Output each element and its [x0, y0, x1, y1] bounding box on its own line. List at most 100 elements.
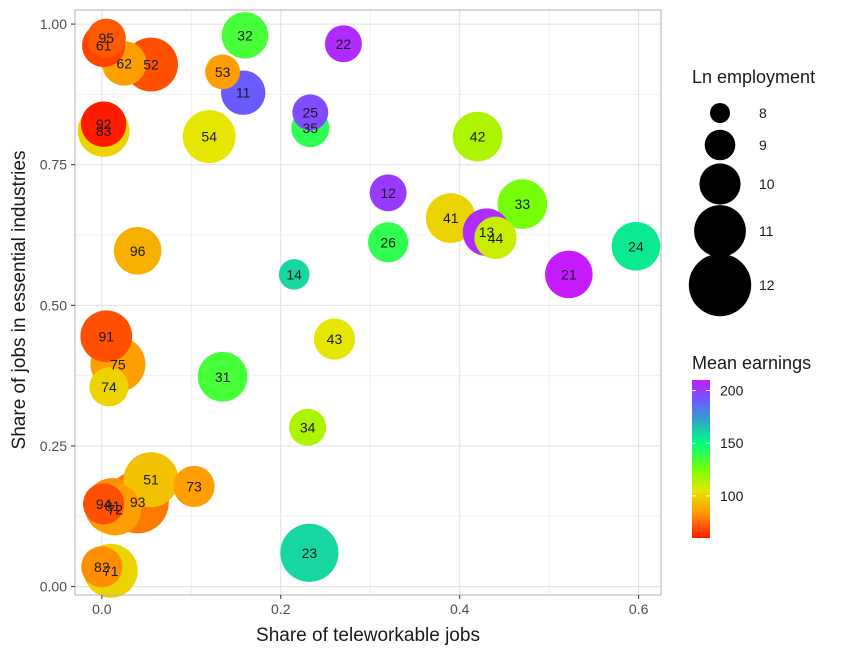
data-point-label: 44	[488, 230, 504, 246]
x-tick-label: 0.6	[629, 601, 649, 617]
data-point-label: 25	[303, 104, 319, 120]
data-point	[324, 25, 362, 63]
data-point	[497, 179, 548, 229]
data-point-label: 23	[302, 545, 318, 561]
plot-panel	[75, 10, 661, 595]
data-point-label: 14	[286, 266, 302, 282]
color-legend: Mean earnings 100 150 200	[692, 353, 811, 538]
size-legend-items: 8 9 10 11 12	[688, 103, 775, 317]
data-point-label: 72	[107, 502, 123, 518]
data-point	[205, 54, 241, 90]
data-point	[452, 111, 503, 162]
data-point-label: 13	[479, 224, 495, 240]
data-point-label: 71	[103, 563, 119, 579]
data-point-label: 22	[336, 36, 352, 52]
data-point	[278, 259, 310, 290]
y-tick-label: 1.00	[40, 16, 67, 32]
size-legend-key	[688, 253, 752, 317]
size-legend: Ln employment 8 9 10 11 12	[688, 67, 815, 317]
data-point-label: 24	[628, 238, 644, 254]
color-legend-bar	[692, 380, 710, 538]
x-tick-label: 0.0	[92, 601, 112, 617]
color-legend-title: Mean earnings	[692, 353, 811, 373]
data-point-label: 96	[130, 243, 146, 259]
color-legend-label: 100	[720, 488, 744, 504]
data-point	[182, 110, 236, 163]
data-point-label: 92	[96, 116, 112, 132]
data-point-label: 54	[201, 129, 217, 145]
data-point	[611, 221, 661, 271]
data-point	[292, 94, 329, 131]
data-point-label: 75	[110, 356, 126, 372]
data-point	[369, 174, 407, 212]
data-point	[113, 226, 162, 275]
data-point	[86, 18, 126, 58]
size-legend-key	[694, 205, 746, 257]
y-tick-label: 0.00	[40, 579, 67, 595]
data-point-label: 33	[515, 196, 531, 212]
data-point-label: 93	[130, 494, 146, 510]
x-axis-title: Share of teleworkable jobs	[256, 625, 480, 646]
data-point-label: 62	[116, 55, 132, 71]
data-point-label: 94	[96, 496, 112, 512]
y-axis-title: Share of jobs in essential industries	[9, 151, 30, 450]
data-point-label: 91	[99, 328, 115, 344]
data-point-label: 35	[303, 120, 319, 136]
y-tick-label: 0.75	[40, 157, 67, 173]
data-point	[280, 523, 339, 582]
size-legend-title: Ln employment	[692, 67, 815, 87]
y-axis-ticks: 0.00 0.25 0.50 0.75 1.00	[40, 16, 75, 595]
data-point-label: 12	[380, 185, 396, 201]
data-point	[197, 351, 248, 402]
data-point	[221, 12, 269, 59]
data-point-label: 11	[236, 85, 251, 101]
data-point-label: 95	[99, 30, 115, 46]
data-point-label: 74	[101, 379, 117, 395]
data-point-label: 41	[443, 210, 459, 226]
data-point-label: 32	[237, 27, 253, 43]
data-point-label: 81	[105, 498, 121, 514]
color-legend-label: 200	[720, 383, 744, 399]
data-point	[89, 367, 129, 407]
y-tick-label: 0.25	[40, 438, 67, 454]
data-point	[368, 222, 409, 263]
x-tick-label: 0.4	[450, 601, 470, 617]
size-legend-label: 10	[759, 176, 775, 192]
data-point	[545, 250, 593, 299]
data-point-label: 26	[380, 234, 396, 250]
data-point-label: 34	[300, 419, 316, 435]
data-point	[289, 408, 327, 446]
size-legend-label: 11	[759, 223, 774, 239]
data-point-label: 51	[143, 472, 159, 488]
data-point-label: 31	[215, 369, 231, 385]
y-tick-label: 0.50	[40, 297, 67, 313]
data-point	[81, 546, 123, 588]
color-legend-label: 150	[720, 435, 744, 451]
data-point	[313, 318, 356, 360]
data-point-label: 83	[96, 123, 112, 139]
size-legend-label: 8	[759, 105, 767, 121]
data-point-label: 43	[327, 331, 343, 347]
size-legend-key	[699, 163, 741, 205]
data-point-label: 82	[94, 559, 110, 575]
data-point-label: 61	[96, 37, 112, 53]
size-legend-label: 9	[759, 137, 767, 153]
size-legend-key	[704, 129, 736, 161]
data-point	[80, 310, 133, 363]
data-point-label: 53	[215, 64, 231, 80]
data-point	[80, 101, 127, 147]
data-point	[83, 483, 125, 525]
data-point-label: 73	[186, 478, 202, 494]
size-legend-key	[710, 103, 730, 123]
plot-border	[74, 9, 662, 596]
data-point	[123, 452, 179, 508]
data-point-label: 21	[561, 266, 577, 282]
data-point	[474, 216, 517, 259]
color-legend-ticks: 100 150 200	[692, 383, 744, 504]
x-axis-ticks: 0.0 0.2 0.4 0.6	[92, 595, 649, 617]
gridlines	[75, 10, 661, 595]
data-point	[173, 465, 215, 508]
